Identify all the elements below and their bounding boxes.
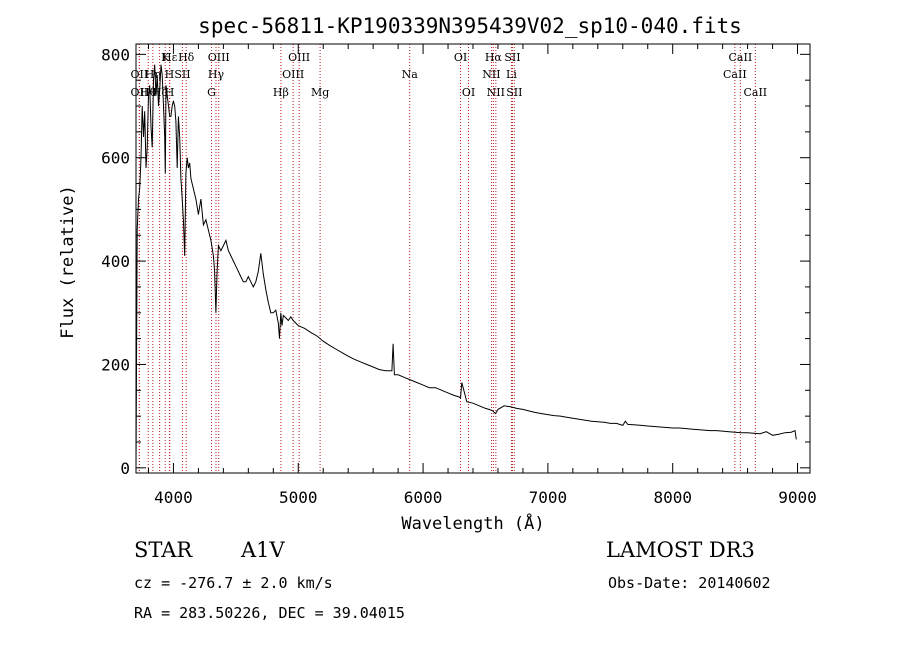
spectral-line-label: Hε <box>162 51 178 64</box>
object-class: STAR <box>134 538 193 562</box>
plot-frame <box>135 43 811 474</box>
spectral-line-label: G <box>207 86 216 99</box>
spectral-line-label: NII <box>482 68 500 81</box>
y-tick-label: 0 <box>120 459 130 478</box>
x-tick-label: 9000 <box>778 488 817 507</box>
spectral-line-label: Hδ <box>178 51 195 64</box>
x-tick-label: 4000 <box>154 488 193 507</box>
spectral-line-label: Mg <box>311 86 329 99</box>
axis-ticks: 4000 5000 6000 7000 8000 9000 0 200 400 600 800 <box>101 44 817 507</box>
object-subclass: A1V <box>241 538 285 562</box>
y-tick-label: 400 <box>101 252 130 271</box>
x-tick-label: 6000 <box>404 488 443 507</box>
spectral-line-label: OIII <box>208 51 230 64</box>
survey-name: LAMOST DR3 <box>606 538 755 562</box>
spectral-line-label: OI <box>462 86 475 99</box>
spectral-line-label: OII <box>131 86 149 99</box>
x-tick-label: 5000 <box>279 488 318 507</box>
spectral-line-label: Hζ <box>152 86 168 99</box>
spectral-line-label: OIII <box>282 68 304 81</box>
spectral-line-label: NII <box>487 86 505 99</box>
spectral-line-label: SII <box>174 68 190 81</box>
spectral-line-label: Hβ <box>273 86 289 99</box>
spectral-line-label: Na <box>402 68 419 81</box>
spectral-line-label: OII <box>131 68 149 81</box>
spectral-line-label: Li <box>506 68 517 81</box>
x-tick-label: 8000 <box>653 488 692 507</box>
y-tick-label: 200 <box>101 355 130 374</box>
redshift-value: cz = -276.7 ± 2.0 km/s <box>134 574 333 592</box>
spectral-line-label: K <box>161 51 170 64</box>
series-layer <box>135 64 797 468</box>
series-line-spectrum <box>135 64 797 468</box>
spectral-line-label: Hθ <box>140 86 157 99</box>
x-axis-label: Wavelength (Å) <box>401 512 544 534</box>
spectral-line-label: Hα <box>485 51 503 64</box>
y-tick-label: 800 <box>101 45 130 64</box>
chart-title: spec-56811-KP190339N395439V02_sp10-040.f… <box>198 14 742 38</box>
spectral-line-label: H <box>165 68 175 81</box>
spectral-line-label: SII <box>506 86 522 99</box>
spectral-line-label: SII <box>504 51 520 64</box>
spectral-line-label: Hη <box>145 68 161 81</box>
observation-date: Obs-Date: 20140602 <box>608 574 771 592</box>
spectral-line-label: CaII <box>729 51 753 64</box>
spectral-line-label: OIII <box>288 51 310 64</box>
spectral-line-label: H <box>165 86 175 99</box>
coordinates: RA = 283.50226, DEC = 39.04015 <box>134 604 405 622</box>
x-tick-label: 7000 <box>529 488 568 507</box>
spectral-line-label: OI <box>454 51 467 64</box>
spectral-line-markers <box>138 44 756 473</box>
y-tick-label: 600 <box>101 149 130 168</box>
spectral-line-label: CaII <box>723 68 747 81</box>
spectral-line-label: CaII <box>743 86 767 99</box>
spectral-line-label: Hγ <box>208 68 225 81</box>
y-axis-label: Flux (relative) <box>58 185 78 339</box>
